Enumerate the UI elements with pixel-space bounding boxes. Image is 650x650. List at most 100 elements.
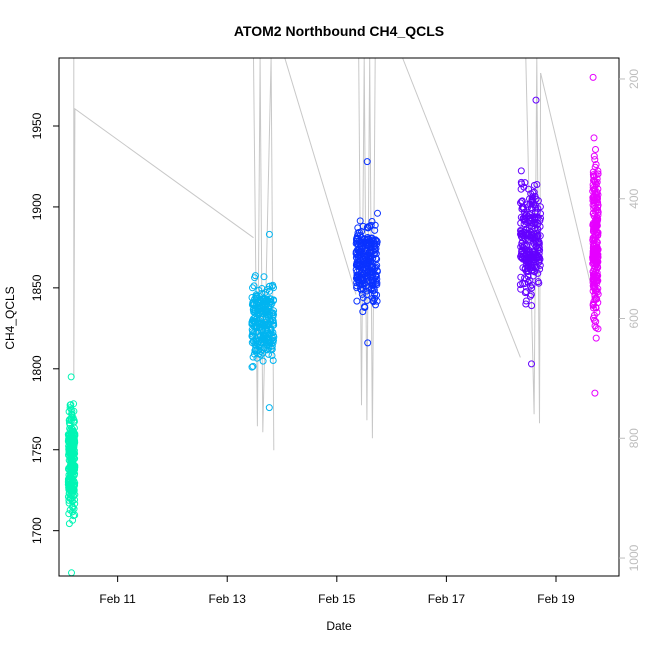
data-point [354, 275, 362, 283]
data-point [68, 465, 76, 473]
data-point [594, 167, 602, 175]
data-point [69, 445, 77, 453]
data-point [523, 210, 530, 218]
data-point [353, 268, 361, 276]
data-point [360, 257, 368, 265]
series-flight-3 [352, 158, 381, 347]
data-point [593, 193, 601, 201]
data-point [260, 335, 268, 343]
y2-axis: 200 400 600 800 1000 [619, 69, 641, 571]
data-point [520, 205, 528, 213]
data-point [357, 276, 365, 284]
data-point [270, 307, 278, 315]
data-point [522, 261, 530, 268]
series-flight-2 [248, 230, 278, 412]
data-point [590, 152, 598, 160]
y-tick-label: 1750 [30, 436, 44, 463]
data-point [517, 199, 524, 207]
data-point [589, 279, 597, 287]
data-point [528, 205, 536, 213]
data-point [268, 352, 276, 359]
data-point [249, 362, 257, 370]
altitude-profile-lines [73, 57, 593, 451]
data-point [257, 351, 265, 359]
data-point [257, 315, 265, 323]
data-point [371, 221, 379, 229]
data-point [248, 363, 256, 371]
data-point [589, 210, 597, 218]
data-point [590, 251, 598, 259]
data-point [259, 357, 267, 365]
data-point [65, 499, 73, 507]
data-point [248, 319, 256, 327]
data-point [525, 185, 532, 193]
series-flight-1 [64, 373, 79, 577]
profile-line-1 [253, 57, 275, 451]
data-point [591, 389, 599, 397]
data-point [265, 404, 273, 412]
data-point [530, 230, 538, 238]
data-point [531, 213, 539, 221]
data-point [521, 280, 529, 288]
y2-tick-label: 800 [627, 428, 641, 448]
data-point [261, 302, 269, 310]
data-point [66, 453, 74, 461]
x-tick-label: Feb 11 [99, 592, 136, 606]
data-point [66, 506, 74, 514]
data-point [370, 284, 378, 292]
data-point [259, 331, 267, 339]
data-point [265, 230, 273, 238]
profile-line-2 [284, 57, 357, 295]
x-tick-label: Feb 17 [428, 592, 466, 606]
data-point [357, 269, 365, 277]
data-point [361, 303, 368, 311]
data-point [523, 214, 531, 221]
data-point [269, 329, 277, 336]
data-point [594, 285, 602, 293]
data-point [522, 288, 530, 296]
data-point [592, 244, 600, 252]
data-point [255, 286, 263, 294]
data-point [373, 275, 381, 283]
y-tick-label: 1700 [30, 517, 44, 544]
data-point [589, 275, 597, 282]
data-point [267, 317, 274, 325]
y-axis-label: CH4_QCLS [3, 286, 17, 349]
data-point [65, 510, 73, 518]
data-point [265, 282, 273, 290]
plot-frame [58, 57, 620, 577]
data-point [70, 512, 77, 520]
data-point [535, 258, 543, 266]
data-point [66, 416, 74, 423]
data-point [518, 246, 526, 254]
data-point [251, 272, 259, 280]
data-point [517, 178, 525, 186]
data-point [353, 258, 361, 266]
data-point [517, 253, 525, 261]
data-point [357, 285, 364, 293]
data-point [255, 316, 263, 324]
data-point [522, 229, 529, 237]
data-point [260, 273, 268, 281]
data-point [535, 279, 543, 287]
data-point [68, 569, 75, 577]
data-point [356, 217, 364, 225]
data-point [589, 244, 597, 252]
data-point [532, 96, 540, 104]
data-point [369, 263, 377, 271]
data-point [249, 353, 257, 361]
data-point [517, 167, 525, 175]
data-point [516, 281, 524, 289]
data-point [353, 262, 361, 270]
data-point [529, 189, 537, 197]
data-point [590, 134, 598, 142]
series-flight-5 [589, 73, 602, 397]
data-point [369, 298, 377, 306]
data-point [70, 505, 78, 513]
data-point [353, 237, 361, 245]
data-point [70, 407, 78, 415]
data-point [366, 237, 374, 245]
data-point [249, 328, 257, 336]
x-axis-label: Date [326, 619, 352, 633]
data-point [592, 334, 600, 342]
